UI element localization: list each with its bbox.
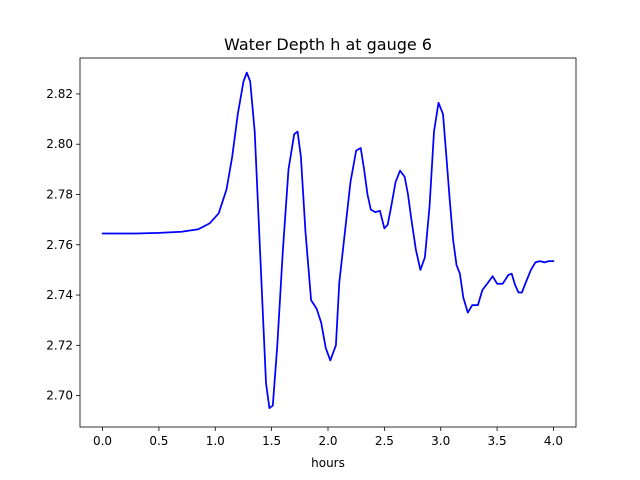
plot-area bbox=[101, 71, 555, 409]
y-tick-label: 2.80 bbox=[46, 137, 73, 151]
y-tick-label: 2.72 bbox=[46, 338, 73, 352]
x-axis: 0.0 0.5 1.0 1.5 2.0 2.5 3.0 3.5 4.0 bbox=[93, 427, 563, 448]
series-line bbox=[101, 71, 555, 409]
x-tick-label: 1.0 bbox=[206, 434, 225, 448]
x-axis-label: hours bbox=[311, 456, 345, 470]
x-tick-label: 2.0 bbox=[318, 434, 337, 448]
x-tick-label: 0.5 bbox=[149, 434, 168, 448]
y-tick-label: 2.78 bbox=[46, 187, 73, 201]
x-tick-label: 1.5 bbox=[262, 434, 281, 448]
x-tick-label: 4.0 bbox=[544, 434, 563, 448]
x-tick-label: 0.0 bbox=[93, 434, 112, 448]
y-axis: 2.70 2.72 2.74 2.76 2.78 2.80 2.82 bbox=[46, 87, 80, 403]
chart-title: Water Depth h at gauge 6 bbox=[224, 35, 432, 54]
x-tick-label: 2.5 bbox=[375, 434, 394, 448]
y-tick-label: 2.76 bbox=[46, 238, 73, 252]
y-tick-label: 2.82 bbox=[46, 87, 73, 101]
y-tick-label: 2.74 bbox=[46, 288, 73, 302]
y-tick-label: 2.70 bbox=[46, 389, 73, 403]
x-tick-label: 3.5 bbox=[488, 434, 507, 448]
x-tick-label: 3.0 bbox=[431, 434, 450, 448]
